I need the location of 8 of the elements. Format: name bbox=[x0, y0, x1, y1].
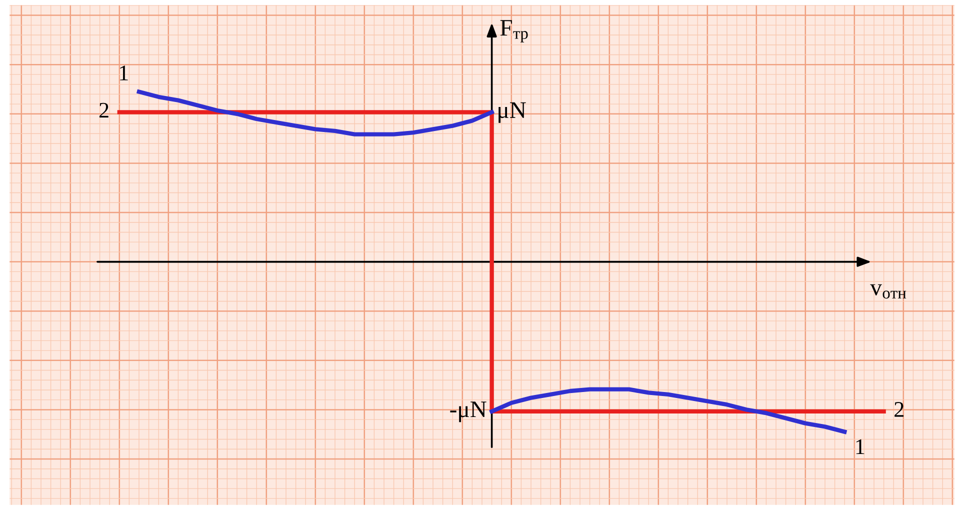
text: 2 bbox=[99, 102, 108, 118]
x-axis-title: v$_{отн}$ bbox=[870, 284, 906, 299]
series-label: 1 bbox=[120, 66, 128, 80]
annotation: μN bbox=[498, 102, 526, 123]
series-label: 2 bbox=[894, 402, 904, 417]
series-label: 1 bbox=[856, 439, 864, 454]
y-axis-title: F$_{тр}$ bbox=[500, 20, 528, 42]
annotation: -μN bbox=[450, 402, 486, 422]
